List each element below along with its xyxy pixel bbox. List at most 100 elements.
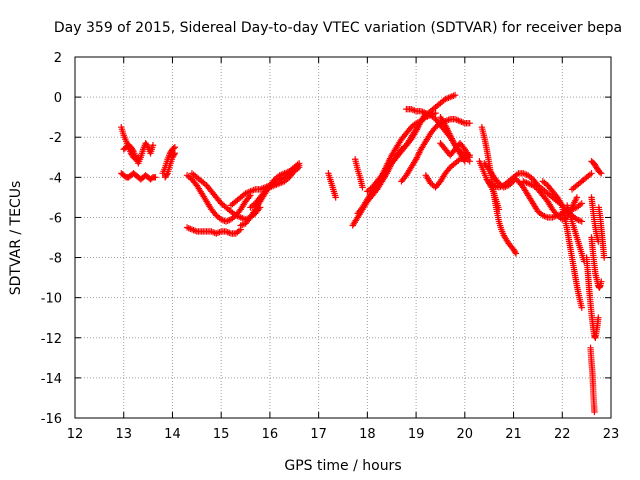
data-point <box>170 145 177 152</box>
data-point <box>578 200 585 207</box>
x-tick-label: 12 <box>67 427 84 442</box>
data-point <box>211 210 219 218</box>
data-point <box>455 146 462 153</box>
y-axis-ticks: 2 0 -2 -4 -6 -8 -10 -12 -14 -16 <box>41 51 611 427</box>
data-point <box>600 254 608 261</box>
data-point <box>152 174 159 181</box>
data-point <box>573 194 581 201</box>
series-s29 <box>559 204 585 311</box>
data-point <box>578 304 585 311</box>
series-s11 <box>247 164 303 211</box>
grid-lines <box>75 57 611 418</box>
data-point <box>171 150 179 157</box>
data-point <box>495 206 503 213</box>
x-tick-label: 17 <box>310 427 327 442</box>
y-tick-label: 2 <box>54 51 62 66</box>
series-s32 <box>588 158 605 177</box>
data-point <box>445 165 453 173</box>
data-point <box>332 194 339 201</box>
series-s36 <box>595 204 608 261</box>
data-point <box>432 109 439 117</box>
series-s30 <box>563 202 588 265</box>
data-point <box>596 169 604 176</box>
data-point <box>214 229 222 237</box>
data-point <box>578 218 585 225</box>
data-point <box>466 119 473 127</box>
series-s6 <box>183 224 244 237</box>
data-point <box>239 221 246 228</box>
series-s15 <box>354 109 439 217</box>
x-axis-ticks: 12 13 14 15 16 17 18 19 20 21 22 23 <box>67 57 620 442</box>
x-tick-label: 14 <box>164 427 181 442</box>
data-point <box>224 228 231 236</box>
data-point <box>170 151 178 158</box>
data-point <box>260 189 268 197</box>
data-point <box>216 198 224 206</box>
data-point <box>216 228 223 236</box>
x-tick-label: 21 <box>505 427 522 442</box>
series-s35 <box>588 234 605 291</box>
y-tick-label: -14 <box>41 372 62 387</box>
data-point <box>588 170 595 177</box>
data-point <box>494 178 501 186</box>
x-tick-label: 22 <box>554 427 571 442</box>
x-tick-label: 18 <box>359 427 376 442</box>
data-point <box>411 107 418 114</box>
data-point <box>406 125 414 132</box>
y-tick-label: 0 <box>54 91 62 106</box>
series-s19 <box>422 154 473 191</box>
y-tick-label: -8 <box>49 252 62 267</box>
data-point <box>598 170 605 177</box>
y-tick-label: -10 <box>41 292 62 307</box>
x-tick-label: 23 <box>603 427 620 442</box>
data-point <box>451 91 459 99</box>
data-point <box>409 106 417 114</box>
data-point <box>149 142 157 149</box>
data-point <box>163 171 170 178</box>
data-point <box>552 210 560 218</box>
data-point <box>295 164 303 171</box>
data-point <box>359 184 366 191</box>
series-s7 <box>183 172 254 225</box>
series-s37 <box>587 344 598 416</box>
x-tick-label: 13 <box>115 427 132 442</box>
data-point <box>598 278 605 285</box>
series-s34 <box>583 254 602 341</box>
data-points <box>118 91 608 416</box>
data-point <box>595 314 602 321</box>
series-s4 <box>159 144 179 177</box>
series-s13 <box>351 156 366 191</box>
series-s2 <box>120 140 157 167</box>
x-tick-label: 16 <box>262 427 279 442</box>
series-s5 <box>161 150 179 181</box>
data-point <box>289 169 297 177</box>
y-tick-label: -12 <box>41 332 62 347</box>
data-point <box>171 144 179 151</box>
data-point <box>226 229 233 237</box>
data-point <box>511 249 519 256</box>
series-s25 <box>481 160 517 191</box>
x-tick-label: 19 <box>408 427 425 442</box>
data-point <box>209 228 217 236</box>
chart-title: Day 359 of 2015, Sidereal Day-to-day VTE… <box>54 20 622 36</box>
data-point <box>129 146 136 154</box>
data-point <box>431 125 438 132</box>
x-tick-label: 15 <box>213 427 230 442</box>
data-point <box>144 142 151 150</box>
y-tick-label: -4 <box>49 171 62 186</box>
series-s12 <box>325 170 339 201</box>
series-s21 <box>437 113 473 159</box>
series-s16 <box>364 91 459 195</box>
y-tick-label: -6 <box>49 211 62 226</box>
data-point <box>591 408 598 416</box>
y-tick-label: -2 <box>49 131 62 146</box>
x-tick-label: 20 <box>457 427 474 442</box>
data-point <box>466 152 473 159</box>
data-point <box>512 250 520 257</box>
series-s20 <box>437 140 473 161</box>
series-s3 <box>118 170 159 183</box>
series-s33 <box>588 194 602 245</box>
y-tick-label: -16 <box>41 412 62 427</box>
plot-frame <box>74 56 612 419</box>
